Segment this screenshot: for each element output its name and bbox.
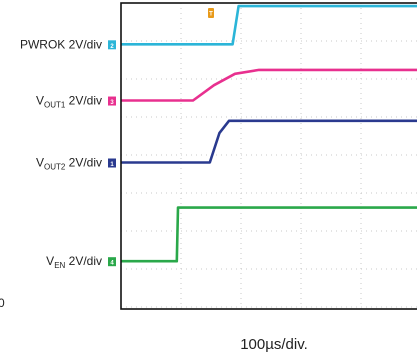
channel-marker-number-pwrok: 2 (110, 44, 114, 50)
channel-label-vout2: VOUT2 2V/div (36, 156, 102, 172)
trigger-marker-text: T (209, 12, 213, 18)
plot-frame (120, 2, 417, 310)
channel-marker-number-vout1: 3 (110, 100, 114, 106)
trigger-marker: T (208, 8, 214, 18)
trace-vout2 (121, 119, 417, 164)
channel-marker-layer: 2 3 1 4 (108, 40, 116, 267)
trace-layer (121, 4, 417, 263)
channel-label-layer: PWROK 2V/div VOUT1 2V/div VOUT2 2V/div VEN … (20, 37, 102, 270)
trace-vout1 (121, 68, 417, 102)
channel-label-vout1: VOUT1 2V/div (36, 94, 102, 110)
trace-ven (121, 206, 417, 263)
channel-marker-pwrok (108, 40, 116, 50)
trace-pwrok (121, 4, 417, 46)
channel-marker-number-vout2: 1 (110, 162, 114, 168)
channel-label-ven: VEN 2V/div (46, 254, 102, 270)
x-axis-caption: 100µs/div. (240, 336, 308, 353)
trigger-marker-box (208, 8, 214, 18)
stray-tick-label: 0 (0, 296, 5, 310)
channel-marker-vout2 (108, 158, 116, 168)
plot-grid (121, 3, 417, 309)
channel-marker-vout1 (108, 96, 116, 106)
channel-marker-ven (108, 257, 116, 267)
channel-label-pwrok: PWROK 2V/div (20, 37, 102, 51)
channel-marker-number-ven: 4 (110, 261, 114, 267)
